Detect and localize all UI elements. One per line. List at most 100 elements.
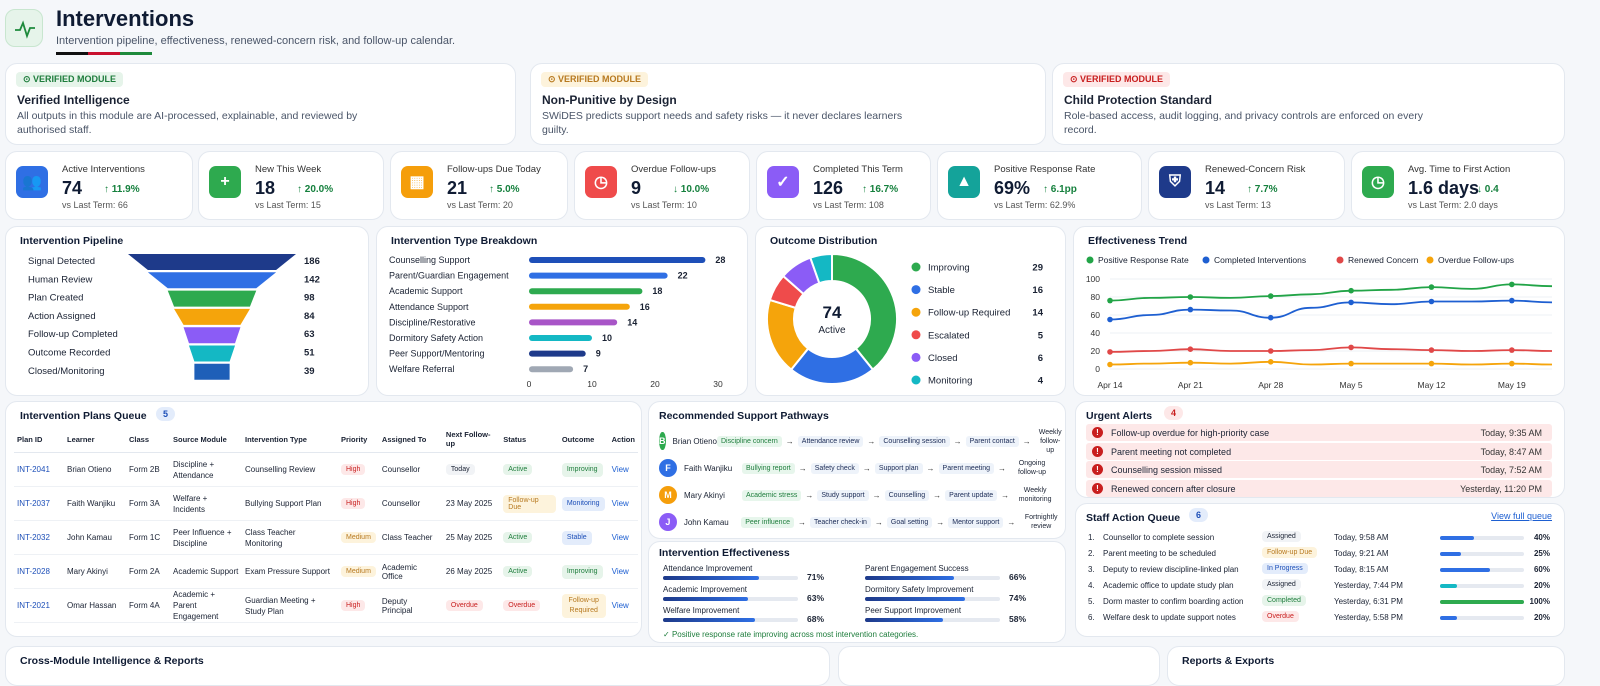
staff-action-row[interactable]: 5. Dorm master to confirm boarding action… bbox=[1076, 595, 1566, 609]
view-full-queue-link[interactable]: View full queue bbox=[1491, 511, 1552, 521]
plans-header-status[interactable]: Status bbox=[500, 426, 559, 453]
kpi-positive-response-rate[interactable]: ▲ Positive Response Rate 69% ↑ 6.1pp vs Last… bbox=[937, 151, 1142, 220]
kpi-label: Overdue Follow-ups bbox=[631, 164, 717, 175]
outcome-legend-dot bbox=[911, 307, 921, 317]
plans-header-priority[interactable]: Priority bbox=[338, 426, 379, 453]
alert-item[interactable]: ! Counselling session missed Today, 7:52 A… bbox=[1086, 461, 1552, 478]
verified-check-icon: ⊙ bbox=[23, 74, 34, 84]
view-plan-button[interactable]: View bbox=[608, 486, 638, 521]
staff-progress-bar bbox=[1440, 552, 1524, 556]
staff-action-row[interactable]: 2. Parent meeting to be scheduled Follow-u… bbox=[1076, 547, 1566, 561]
plan-id[interactable]: INT-2021 bbox=[14, 588, 64, 623]
pathway-row[interactable]: M Mary Akinyi Academic stress → Study suppor… bbox=[659, 484, 1059, 506]
verified-description: All outputs in this module are AI-proces… bbox=[17, 110, 358, 136]
effectiveness-value: 71% bbox=[807, 572, 825, 582]
plans-header-source-module[interactable]: Source Module bbox=[170, 426, 242, 453]
plans-header-next-follow-up[interactable]: Next Follow-up bbox=[442, 426, 501, 453]
kpi-value: 69% bbox=[994, 178, 1031, 198]
verified-check-icon: ⊙ bbox=[548, 74, 559, 84]
priority-badge: High bbox=[341, 498, 366, 509]
plans-header-plan-id[interactable]: Plan ID bbox=[14, 426, 64, 453]
kpi-label: Avg. Time to First Action bbox=[1408, 164, 1511, 175]
effectiveness-bar-fill bbox=[663, 576, 759, 580]
plan-id[interactable]: INT-2032 bbox=[14, 520, 64, 555]
plan-status-cell: Active bbox=[500, 520, 559, 555]
outcome-legend-dot bbox=[911, 262, 921, 272]
table-row[interactable]: INT-2041 Brian Otieno Form 2B Discipline + … bbox=[14, 452, 638, 487]
staff-progress-label: 60% bbox=[1533, 565, 1550, 574]
kpi-label: Active Interventions bbox=[62, 164, 145, 175]
table-row[interactable]: INT-2032 John Kamau Form 1C Peer Influence … bbox=[14, 520, 638, 555]
view-plan-button[interactable]: View bbox=[608, 588, 638, 623]
staff-progress-fill bbox=[1440, 584, 1457, 588]
kpi-new-this-week[interactable]: + New This Week 18 ↑ 20.0% vs Last Term: 15 bbox=[198, 151, 384, 220]
avatar: M bbox=[659, 486, 677, 504]
view-plan-button[interactable]: View bbox=[608, 554, 638, 589]
pathway-learner: Brian Otieno bbox=[672, 436, 717, 446]
kpi-delta: ↓ 10.0% bbox=[673, 184, 710, 195]
outcome-badge: Monitoring bbox=[561, 496, 605, 511]
pathway-row[interactable]: F Faith Wanjiku Bullying report → Safety che… bbox=[659, 457, 1059, 479]
plans-header-class[interactable]: Class bbox=[126, 426, 170, 453]
kpi-active-interventions[interactable]: 👥 Active Interventions 74 ↑ 11.9% vs Last Te… bbox=[5, 151, 193, 220]
plans-header-assigned-to[interactable]: Assigned To bbox=[378, 426, 443, 453]
alert-item[interactable]: ! Follow-up overdue for high-priority cas… bbox=[1086, 424, 1552, 441]
table-row[interactable]: INT-2028 Mary Akinyi Form 2A Academic Suppo… bbox=[14, 554, 638, 589]
table-row[interactable]: INT-2037 Faith Wanjiku Form 3A Welfare + In… bbox=[14, 486, 638, 521]
alert-item[interactable]: ! Parent meeting not completed Today, 8:47… bbox=[1086, 442, 1552, 460]
plans-header-intervention-type[interactable]: Intervention Type bbox=[242, 426, 338, 453]
plan-assigned: Class Teacher bbox=[378, 520, 443, 555]
page-title: Interventions bbox=[56, 6, 195, 31]
middle-bottom-card bbox=[838, 646, 1160, 686]
table-row[interactable]: INT-2021 Omar Hassan Form 4A Academic + Par… bbox=[14, 588, 638, 623]
trend-legend-label: Completed Interventions bbox=[1214, 255, 1306, 265]
staff-action-row[interactable]: 3. Deputy to review discipline-linked pla… bbox=[1076, 563, 1566, 577]
view-plan-button[interactable]: View bbox=[608, 520, 638, 555]
staff-progress-fill bbox=[1440, 600, 1524, 604]
trend-legend-dot bbox=[1426, 256, 1434, 264]
plan-priority-cell: High bbox=[338, 452, 379, 487]
alerts-title: Urgent Alerts bbox=[1086, 410, 1153, 422]
staff-action-time: Yesterday, 5:58 PM bbox=[1334, 613, 1403, 622]
staff-action-row[interactable]: 4. Academic office to update study plan As… bbox=[1076, 579, 1566, 593]
effectiveness-label: Peer Support Improvement bbox=[865, 606, 962, 615]
plan-id[interactable]: INT-2028 bbox=[14, 554, 64, 589]
kpi-overdue-follow-ups[interactable]: ◷ Overdue Follow-ups 9 ↓ 10.0% vs Last Term:… bbox=[574, 151, 750, 220]
plan-next-cell: 25 May 2025 bbox=[442, 520, 501, 555]
plan-id[interactable]: INT-2037 bbox=[14, 486, 64, 521]
kpi-avg-time-to-first-action[interactable]: ◷ Avg. Time to First Action 1.6 days ↓ 0.4 v… bbox=[1351, 151, 1565, 220]
pipeline-stage-label: Signal Detected bbox=[28, 256, 95, 267]
outcome-legend-label: Follow-up Required bbox=[928, 308, 1010, 319]
pipeline-funnel-segment bbox=[147, 272, 277, 289]
plans-table: Plan ID Learner Class Source Module Interven… bbox=[14, 426, 638, 623]
priority-badge: Medium bbox=[341, 532, 376, 543]
kpi-follow-ups-due-today[interactable]: ▦ Follow-ups Due Today 21 ↑ 5.0% vs Last Ter… bbox=[390, 151, 568, 220]
pathway-step: Mentor support bbox=[948, 516, 1004, 528]
plans-header-action[interactable]: Action bbox=[608, 426, 638, 453]
kpi-completed-this-term[interactable]: ✓ Completed This Term 126 ↑ 16.7% vs Last Te… bbox=[756, 151, 931, 220]
plan-type: Counselling Review bbox=[242, 452, 338, 487]
staff-action-row[interactable]: 1. Counsellor to complete session Assigned… bbox=[1076, 531, 1566, 545]
pathway-row[interactable]: J John Kamau Peer influence → Teacher check-… bbox=[659, 511, 1059, 533]
plan-id[interactable]: INT-2041 bbox=[14, 452, 64, 487]
staff-action-row[interactable]: 6. Welfare desk to update support notes Ov… bbox=[1076, 611, 1566, 625]
type-bar bbox=[529, 288, 643, 295]
pathway-step: Parent contact bbox=[965, 435, 1019, 447]
plan-class: Form 4A bbox=[126, 588, 170, 623]
alert-item[interactable]: ! Renewed concern after closure Yesterday,… bbox=[1086, 479, 1552, 497]
pulse-icon bbox=[5, 9, 43, 47]
view-plan-button[interactable]: View bbox=[608, 452, 638, 487]
trend-legend-label: Renewed Concern bbox=[1348, 255, 1419, 265]
pathway-step: Discipline concern bbox=[716, 435, 782, 447]
plus-icon: + bbox=[209, 166, 241, 198]
trend-point bbox=[1267, 359, 1274, 365]
verified-title: Child Protection Standard bbox=[1064, 93, 1213, 107]
plans-header-outcome[interactable]: Outcome bbox=[558, 426, 609, 453]
kpi-renewed-concern-risk[interactable]: ⛨ Renewed-Concern Risk 14 ↑ 7.7% vs Last Ter… bbox=[1148, 151, 1345, 220]
plan-source: Academic + Parent Engagement bbox=[170, 588, 242, 623]
type-bar bbox=[529, 335, 592, 341]
pathway-row[interactable]: B Brian Otieno Discipline concern → Attendan… bbox=[659, 429, 1062, 454]
plans-header-learner[interactable]: Learner bbox=[64, 426, 126, 453]
outcome-center-value: 74 bbox=[823, 303, 842, 322]
type-label: Welfare Referral bbox=[389, 364, 454, 374]
